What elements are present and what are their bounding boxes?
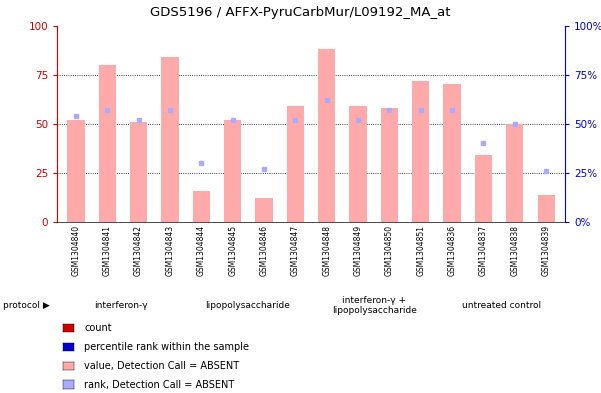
- Text: GSM1304846: GSM1304846: [260, 225, 269, 276]
- Text: lipopolysaccharide: lipopolysaccharide: [205, 301, 290, 310]
- Text: GSM1304840: GSM1304840: [72, 225, 81, 276]
- Text: GSM1304845: GSM1304845: [228, 225, 237, 276]
- Bar: [412, 81, 429, 222]
- Bar: [381, 108, 398, 222]
- Bar: [287, 106, 304, 222]
- Text: interferon-γ: interferon-γ: [94, 301, 147, 310]
- Bar: [67, 120, 85, 222]
- Text: rank, Detection Call = ABSENT: rank, Detection Call = ABSENT: [84, 380, 234, 390]
- Text: GSM1304841: GSM1304841: [103, 225, 112, 276]
- Text: GDS5196 / AFFX-PyruCarbMur/L09192_MA_at: GDS5196 / AFFX-PyruCarbMur/L09192_MA_at: [150, 6, 451, 19]
- Text: untreated control: untreated control: [462, 301, 541, 310]
- Text: protocol ▶: protocol ▶: [3, 301, 50, 310]
- Text: GSM1304848: GSM1304848: [322, 225, 331, 276]
- Text: GSM1304837: GSM1304837: [479, 225, 488, 276]
- Text: GSM1304850: GSM1304850: [385, 225, 394, 276]
- Bar: [506, 124, 523, 222]
- Text: GSM1304847: GSM1304847: [291, 225, 300, 276]
- Bar: [349, 106, 367, 222]
- Bar: [130, 122, 147, 222]
- Text: GSM1304842: GSM1304842: [134, 225, 143, 276]
- Bar: [193, 191, 210, 222]
- Bar: [537, 195, 555, 222]
- Bar: [99, 65, 116, 222]
- Text: GSM1304851: GSM1304851: [416, 225, 426, 276]
- Bar: [161, 57, 178, 222]
- Text: interferon-γ +
lipopolysaccharide: interferon-γ + lipopolysaccharide: [332, 296, 417, 315]
- Bar: [224, 120, 241, 222]
- Text: GSM1304843: GSM1304843: [165, 225, 174, 276]
- Text: GSM1304838: GSM1304838: [510, 225, 519, 276]
- Text: GSM1304844: GSM1304844: [197, 225, 206, 276]
- Text: GSM1304839: GSM1304839: [542, 225, 551, 276]
- Text: count: count: [84, 323, 112, 333]
- Text: value, Detection Call = ABSENT: value, Detection Call = ABSENT: [84, 361, 239, 371]
- Bar: [444, 84, 461, 222]
- Bar: [318, 49, 335, 222]
- Text: GSM1304836: GSM1304836: [448, 225, 457, 276]
- Bar: [255, 198, 273, 222]
- Text: GSM1304849: GSM1304849: [353, 225, 362, 276]
- Text: percentile rank within the sample: percentile rank within the sample: [84, 342, 249, 352]
- Bar: [475, 155, 492, 222]
